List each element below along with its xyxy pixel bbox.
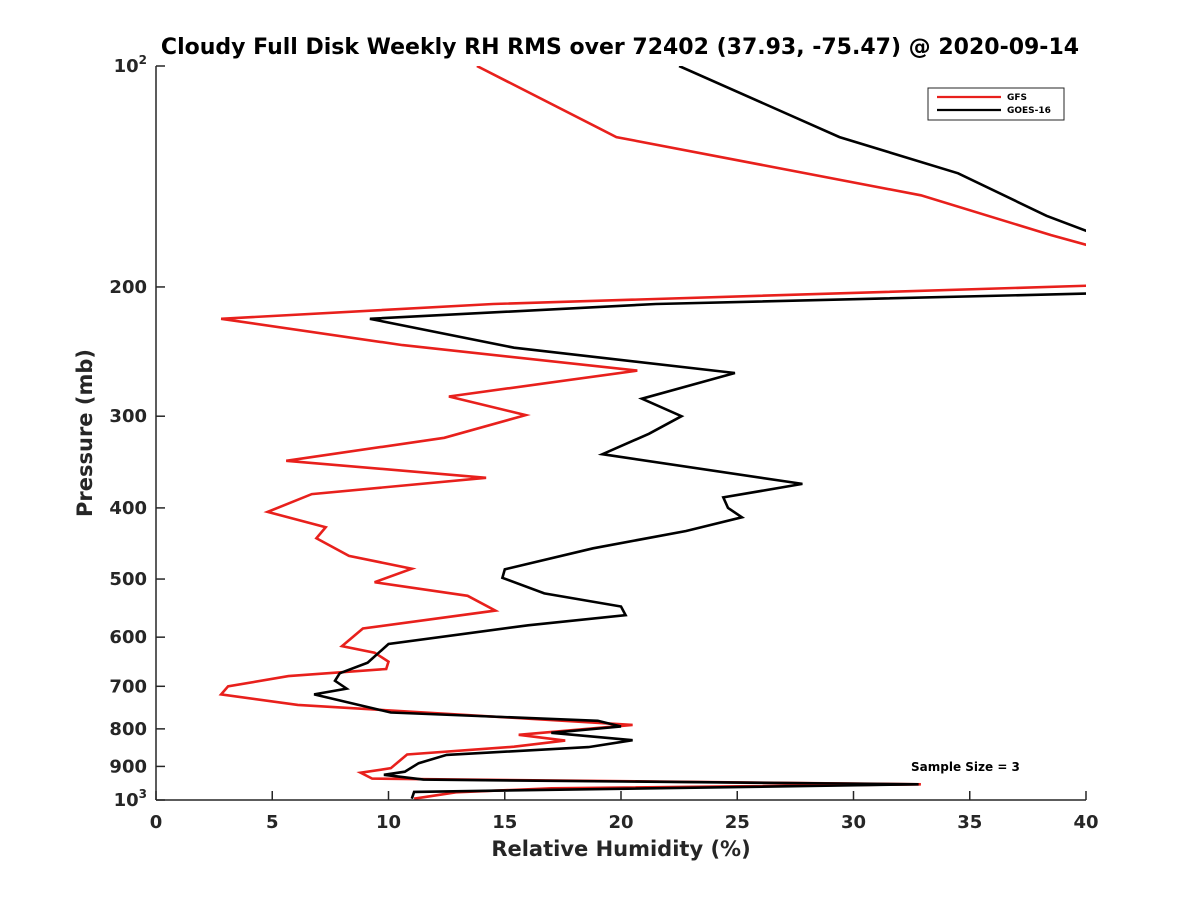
y-tick-label: 102 — [114, 53, 147, 77]
x-tick-label: 30 — [841, 812, 866, 833]
legend-box — [927, 87, 1065, 121]
x-axis-ticks: 0 5 10 15 20 25 30 35 40 — [150, 791, 1099, 833]
x-tick-label: 35 — [957, 812, 982, 833]
y-tick-label: 600 — [109, 627, 147, 648]
y-tick-label: 103 — [114, 787, 147, 811]
y-axis-label: Pressure (mb) — [73, 349, 97, 517]
y-tick-label: 400 — [109, 498, 147, 519]
y-tick-label: 200 — [109, 277, 147, 298]
y-tick-label: 800 — [109, 719, 147, 740]
y-tick-label: 500 — [109, 569, 147, 590]
y-tick-label: 700 — [109, 676, 147, 697]
y-tick-label: 900 — [109, 756, 147, 777]
series-line-gfs — [218, 66, 1086, 800]
chart-title: Cloudy Full Disk Weekly RH RMS over 7240… — [161, 35, 1079, 60]
x-tick-label: 10 — [376, 812, 401, 833]
series-line-goes16 — [313, 66, 1086, 800]
y-axis-ticks: 102 200 300 400 500 600 700 800 900 103 — [109, 53, 165, 811]
x-tick-label: 20 — [608, 812, 633, 833]
y-tick-label: 300 — [109, 406, 147, 427]
legend: GFS GOES-16 — [927, 87, 1065, 121]
x-tick-label: 25 — [725, 812, 750, 833]
legend-label-goes16: GOES-16 — [1007, 106, 1051, 116]
x-tick-label: 40 — [1073, 812, 1098, 833]
x-axis-label: Relative Humidity (%) — [491, 837, 750, 861]
x-tick-label: 5 — [266, 812, 279, 833]
x-tick-label: 0 — [150, 812, 163, 833]
series-layer — [218, 66, 1086, 800]
legend-label-gfs: GFS — [1007, 93, 1027, 103]
sample-size-annotation: Sample Size = 3 — [911, 760, 1020, 774]
x-tick-label: 15 — [492, 812, 517, 833]
